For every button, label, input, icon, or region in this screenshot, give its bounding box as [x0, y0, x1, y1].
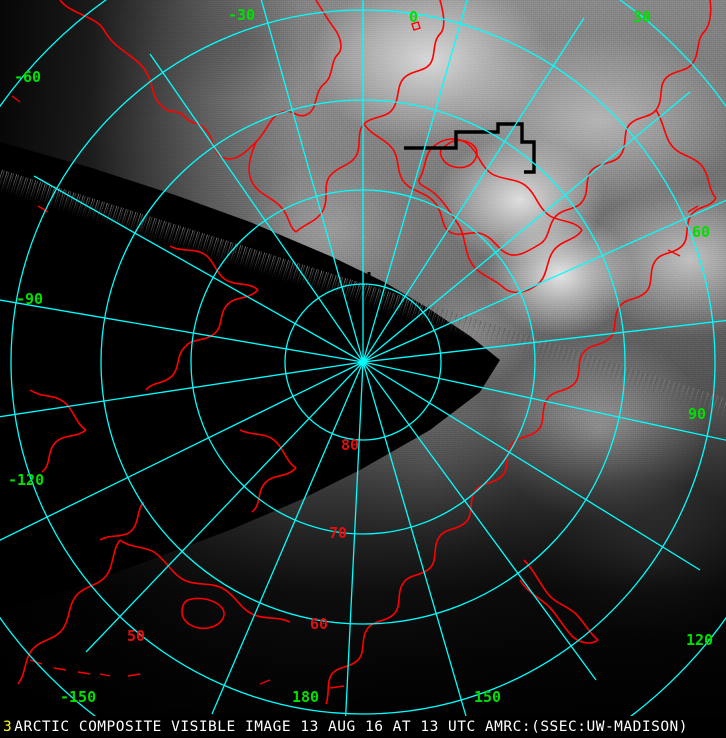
- parallels: [0, 0, 726, 716]
- annotation-layer: [0, 0, 726, 716]
- region-outline-annotation: [404, 122, 536, 174]
- meridians: [0, 0, 726, 716]
- coastline-paths: [11, 0, 717, 705]
- graticule-layer: [0, 0, 726, 716]
- sequence-number-label: 3: [3, 719, 13, 735]
- image-caption-bar: 3 ARCTIC COMPOSITE VISIBLE IMAGE 13 AUG …: [0, 716, 726, 738]
- satellite-image-canvas: -60 -30 0 30 60 90 120 150 180 -150 -120…: [0, 0, 726, 716]
- coastline-layer: [11, 0, 717, 705]
- caption-text: ARCTIC COMPOSITE VISIBLE IMAGE 13 AUG 16…: [14, 719, 689, 735]
